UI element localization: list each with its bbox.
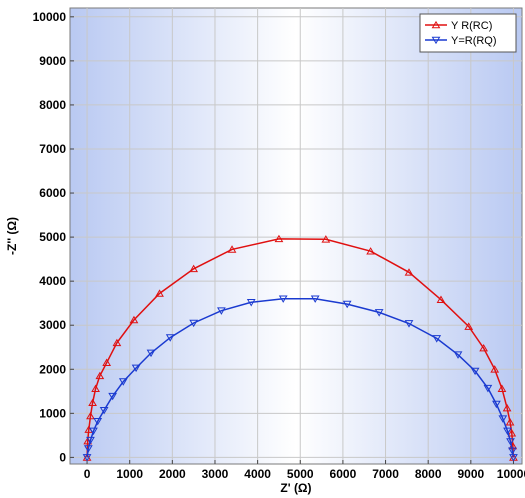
data-point <box>464 322 474 330</box>
data-point <box>505 418 515 426</box>
data-point <box>453 351 463 359</box>
data-point <box>93 417 103 426</box>
data-point <box>404 268 414 276</box>
data-point <box>86 411 95 420</box>
y-tick-label: 3000 <box>39 318 66 332</box>
y-tick-label: 8000 <box>39 98 66 112</box>
data-point <box>88 398 97 407</box>
x-tick-label: 4000 <box>244 467 271 481</box>
data-point <box>189 319 199 328</box>
data-point <box>366 247 375 255</box>
legend-marker-series-1 <box>431 20 441 29</box>
data-point <box>310 295 320 303</box>
data-point <box>99 406 109 415</box>
legend: Y R(RC) Y=R(RQ) <box>419 13 517 53</box>
x-tick-label: 3000 <box>202 467 229 481</box>
data-point <box>509 454 518 462</box>
series-1 <box>82 234 518 461</box>
data-point <box>91 384 100 392</box>
series-layer <box>82 234 518 462</box>
data-point <box>274 234 284 243</box>
data-point <box>82 454 92 462</box>
data-point <box>89 427 98 436</box>
y-tick-label: 0 <box>59 450 66 464</box>
data-point <box>155 289 164 297</box>
data-point <box>146 349 156 358</box>
x-tick-label: 8000 <box>415 467 442 481</box>
y-tick-label: 6000 <box>39 186 66 200</box>
data-point <box>165 334 175 342</box>
series-line <box>86 298 515 458</box>
data-point <box>278 295 288 303</box>
axis-ticks: 0 1000 2000 3000 4000 5000 6000 7000 8000 9000 100… <box>33 10 525 481</box>
y-tick-label: 7000 <box>39 142 66 156</box>
x-axis-label: Z' (Ω) <box>280 481 311 495</box>
y-tick-label: 1000 <box>39 406 66 420</box>
data-point <box>108 392 118 401</box>
data-point <box>83 445 93 453</box>
data-point <box>227 245 237 253</box>
data-point <box>503 427 512 436</box>
x-tick-label: 5000 <box>287 467 314 481</box>
data-point <box>498 415 508 423</box>
series-2 <box>82 295 518 462</box>
data-point <box>118 378 128 386</box>
data-point <box>470 367 480 376</box>
y-tick-label: 9000 <box>39 54 66 68</box>
data-point <box>479 343 488 352</box>
data-point <box>217 307 226 315</box>
legend-label-series-1: Y R(RC) <box>451 20 492 32</box>
data-point <box>95 371 105 380</box>
data-point <box>321 235 331 243</box>
data-point <box>404 320 414 328</box>
legend-label-series-2: Y=R(RQ) <box>451 35 497 47</box>
x-tick-label: 2000 <box>159 467 186 481</box>
data-point <box>374 309 384 317</box>
data-point <box>502 403 512 412</box>
x-tick-label: 9000 <box>457 467 484 481</box>
y-axis-label: -Z'' (Ω) <box>5 217 19 255</box>
legend-box <box>419 13 517 53</box>
x-tick-label: 6000 <box>330 467 357 481</box>
legend-marker-series-2 <box>431 36 441 45</box>
x-tick-label: 10000 <box>497 467 525 481</box>
y-tick-label: 2000 <box>39 362 66 376</box>
x-tick-label: 7000 <box>372 467 399 481</box>
data-point <box>483 384 493 393</box>
data-point <box>189 264 199 273</box>
data-point <box>246 299 256 307</box>
x-tick-label: 1000 <box>116 467 143 481</box>
data-point <box>508 447 517 455</box>
data-point <box>342 300 352 309</box>
plot-area <box>69 7 523 465</box>
legend-entry-series-1: Y R(RC) <box>425 20 492 32</box>
data-point <box>506 438 515 446</box>
data-point <box>102 358 112 366</box>
data-point <box>112 338 122 347</box>
legend-entry-series-2: Y=R(RQ) <box>425 35 497 47</box>
data-point <box>86 436 95 445</box>
data-point <box>129 315 139 324</box>
y-tick-label: 10000 <box>33 10 67 24</box>
data-point <box>497 384 507 392</box>
data-point <box>131 364 141 373</box>
data-point <box>432 335 442 343</box>
data-point <box>490 365 500 373</box>
y-tick-label: 5000 <box>39 230 66 244</box>
series-line <box>86 238 515 458</box>
data-point <box>492 400 501 409</box>
data-point <box>507 429 517 437</box>
y-tick-label: 4000 <box>39 274 66 288</box>
data-point <box>436 295 446 303</box>
x-tick-label: 0 <box>84 467 91 481</box>
